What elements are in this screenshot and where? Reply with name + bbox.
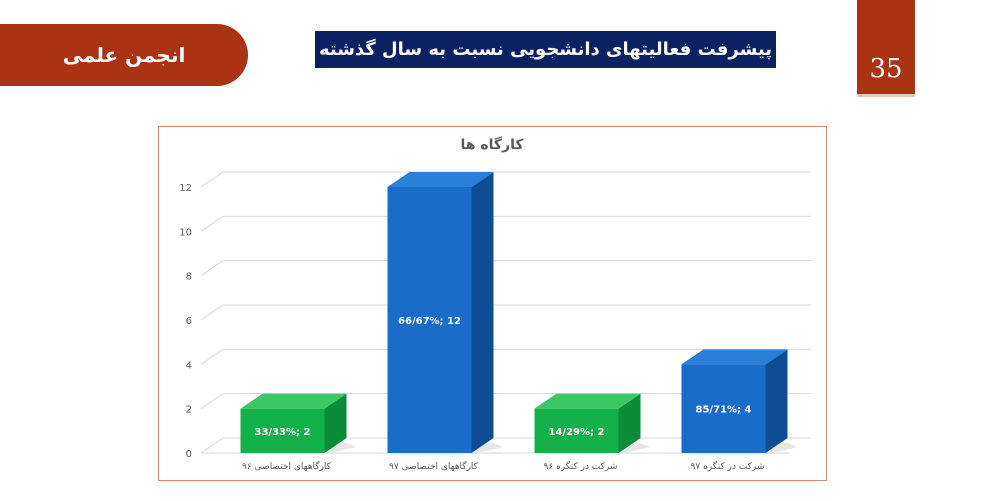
- bar-top: [534, 393, 641, 409]
- page-number: 35: [869, 54, 903, 84]
- gridline-depth: [200, 215, 224, 232]
- bar: [387, 187, 472, 453]
- gridline-depth: [200, 171, 224, 188]
- gridline-depth: [200, 348, 224, 365]
- slide-title: پیشرفت فعالیتهای دانشجویی نسبت به سال گذ…: [315, 31, 776, 68]
- chart-frame: کارگاه ها 0 2 4 6 8 10 12 33/33%; 2 کارگاههای اخت…: [158, 126, 827, 481]
- x-tick-label: شرکت در کنگره ۹۷: [691, 460, 765, 472]
- gridline-depth: [200, 393, 224, 410]
- y-tick-label: 0: [186, 449, 192, 460]
- bar: [240, 408, 325, 453]
- bar-top: [240, 393, 347, 409]
- data-label: 14/29%; 2: [549, 427, 605, 438]
- bar: [534, 408, 619, 453]
- bar-side: [324, 393, 347, 453]
- bar-chart: کارگاه ها 0 2 4 6 8 10 12 33/33%; 2 کارگاههای اخت…: [179, 136, 811, 472]
- data-label: 33/33%; 2: [255, 427, 311, 438]
- data-label: 85/71%; 4: [696, 405, 752, 416]
- x-tick-label: کارگاههای اختصاصی ۹۶: [242, 460, 332, 472]
- page-number-shadow: [857, 94, 915, 97]
- x-tick-label: کارگاههای اختصاصی ۹۷: [389, 460, 479, 472]
- data-label: 66/67%; 12: [398, 316, 461, 327]
- bar-top: [681, 349, 788, 365]
- slide-title-text: پیشرفت فعالیتهای دانشجویی نسبت به سال گذ…: [318, 39, 773, 60]
- x-tick-label: شرکت در کنگره ۹۶: [544, 460, 618, 472]
- y-tick-label: 2: [186, 405, 192, 416]
- chart-title: کارگاه ها: [461, 136, 525, 153]
- y-tick-label: 12: [179, 183, 192, 194]
- y-tick-label: 8: [186, 272, 192, 283]
- y-tick-label: 4: [186, 360, 192, 371]
- bar-side: [471, 172, 494, 453]
- gridline-depth: [200, 260, 224, 277]
- brand-label: انجمن علمی: [62, 43, 186, 67]
- bar: [681, 364, 766, 453]
- page-number-box: 35: [857, 0, 915, 94]
- gridline-depth: [200, 304, 224, 321]
- bar-top: [387, 172, 494, 187]
- y-tick-label: 10: [179, 227, 192, 238]
- brand-tab: انجمن علمی: [0, 24, 248, 86]
- bar-side: [765, 349, 788, 453]
- y-tick-label: 6: [186, 316, 192, 327]
- bar-side: [618, 393, 641, 453]
- gridline-depth: [200, 437, 224, 454]
